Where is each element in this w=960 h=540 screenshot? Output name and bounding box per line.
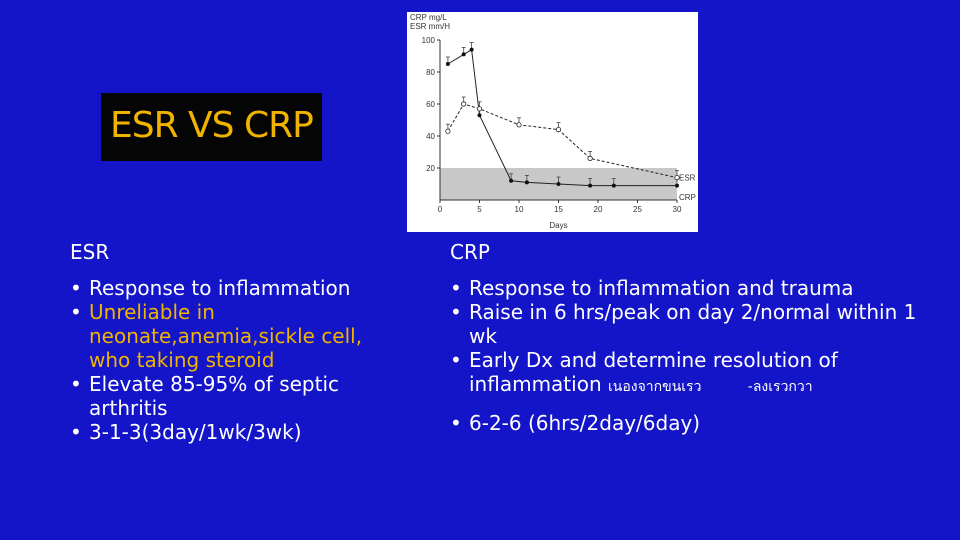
- esr-bullet: Unreliable in neonate,anemia,sickle cell…: [70, 300, 400, 372]
- y-tick-label: 60: [426, 100, 435, 109]
- crp-bullet: 6-2-6 (6hrs/2day/6day): [450, 411, 920, 435]
- data-point-esr: [516, 122, 522, 128]
- data-point-esr: [445, 128, 451, 134]
- x-tick-label: 20: [594, 205, 603, 214]
- y-tick-label: 40: [426, 132, 435, 141]
- data-point-esr: [587, 155, 593, 161]
- esr-bullet: Response to inflammation: [70, 276, 400, 300]
- y-tick-label: 100: [422, 36, 436, 45]
- x-axis-label: Days: [549, 221, 567, 230]
- data-point-crp: [461, 52, 466, 57]
- data-point-crp: [509, 178, 514, 183]
- x-tick-label: 10: [515, 205, 524, 214]
- x-tick-label: 25: [633, 205, 642, 214]
- data-point-crp: [524, 180, 529, 185]
- x-tick-label: 5: [477, 205, 482, 214]
- data-point-crp: [611, 183, 616, 188]
- crp-heading: CRP: [450, 240, 490, 264]
- esr-heading: ESR: [70, 240, 110, 264]
- esr-bullet: Elevate 85-95% of septic arthritis: [70, 372, 400, 420]
- crp-bullet-text: Early Dx and determine resolution of inf…: [469, 348, 838, 396]
- data-point-crp: [556, 182, 561, 186]
- esr-column: ESR Response to inflammation Unreliable …: [70, 240, 400, 444]
- x-tick-label: 0: [438, 205, 443, 214]
- esr-bullet: 3-1-3(3day/1wk/3wk): [70, 420, 400, 444]
- y-axis-label: ESR mm/H: [410, 22, 450, 31]
- thai-note: เนองจากขนเรว: [607, 379, 702, 395]
- y-tick-label: 80: [426, 68, 435, 77]
- data-point-crp: [477, 113, 482, 118]
- x-tick-label: 30: [673, 205, 682, 214]
- thai-note-2: -ลงเรวกวา: [747, 379, 813, 395]
- legend-label-esr: ESR: [679, 174, 696, 183]
- crp-column: CRP Response to inflammation and trauma …: [450, 240, 920, 435]
- series-line-esr: [447, 103, 678, 179]
- crp-bullet: Raise in 6 hrs/peak on day 2/normal with…: [450, 300, 920, 348]
- series-line-crp: [447, 48, 677, 187]
- data-point-esr: [674, 175, 680, 181]
- esr-bullet-list: Response to inflammation Unreliable in n…: [70, 276, 400, 444]
- data-point-crp: [675, 183, 679, 188]
- chart-panel: CRP mg/L ESR mm/H 100 80 60 40 20 0 5 10 15 20 25 30 D…: [407, 12, 698, 232]
- slide-title-box: ESR VS CRP: [101, 93, 322, 161]
- crp-bullet-list: Response to inflammation and trauma Rais…: [450, 276, 920, 435]
- data-point-crp: [469, 47, 474, 52]
- data-point-crp: [445, 62, 450, 66]
- data-point-crp: [588, 183, 593, 188]
- y-axis-label: CRP mg/L: [410, 13, 447, 22]
- x-tick-label: 15: [554, 205, 563, 214]
- crp-bullet: Response to inflammation and trauma: [450, 276, 920, 300]
- y-tick-label: 20: [426, 164, 435, 173]
- data-point-esr: [555, 127, 562, 133]
- data-point-esr: [461, 101, 467, 107]
- crp-bullet: Early Dx and determine resolution of inf…: [450, 348, 920, 399]
- slide-title: ESR VS CRP: [110, 105, 314, 146]
- legend-label-crp: CRP: [679, 193, 696, 202]
- data-point-esr: [476, 106, 483, 112]
